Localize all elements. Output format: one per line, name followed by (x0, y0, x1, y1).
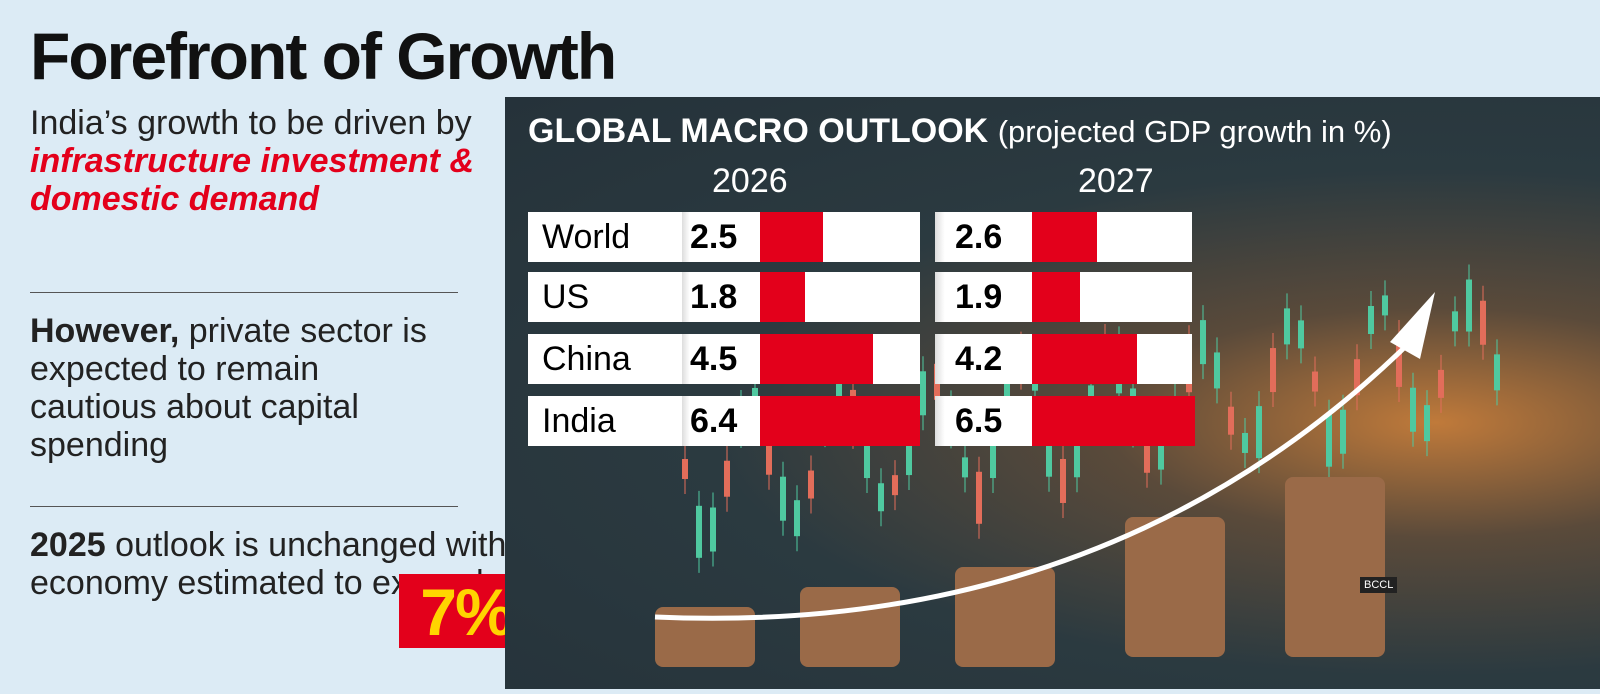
candle-body (794, 500, 800, 537)
candle-body (1242, 432, 1248, 453)
bar-2027-china (1032, 334, 1137, 384)
bar-2026-china (760, 334, 873, 384)
year-2026-header: 2026 (712, 162, 788, 200)
category-label: India (528, 396, 682, 446)
chart-subtitle: (projected GDP growth in %) (997, 114, 1392, 149)
candle-body (780, 476, 786, 521)
category-label: US (528, 272, 682, 322)
value-label: 6.4 (682, 396, 760, 446)
candle-body (878, 483, 884, 512)
candle-body (962, 457, 968, 478)
candlestick-decoration (654, 264, 1500, 667)
value-label: 2.6 (935, 212, 1032, 262)
value-label: 1.8 (682, 272, 760, 322)
value-label: 4.5 (682, 334, 760, 384)
divider (30, 506, 458, 507)
chart-title: GLOBAL MACRO OUTLOOK (projected GDP grow… (528, 112, 1392, 151)
category-label: World (528, 212, 682, 262)
bar-2026-us (760, 272, 805, 322)
divider (30, 292, 458, 293)
candle-body (1466, 279, 1472, 332)
chart-row-us: US 1.8 1.9 (528, 272, 1192, 322)
candle-body (1354, 359, 1360, 396)
candle-body (1312, 371, 1318, 392)
point-1-text: India’s growth to be driven by (30, 104, 472, 142)
candle-body (1424, 405, 1430, 442)
value-label: 2.5 (682, 212, 760, 262)
page-title: Forefront of Growth (30, 19, 617, 93)
candle-body (1060, 458, 1066, 503)
point-2-bold: However, (30, 312, 180, 350)
candle-body (990, 434, 996, 479)
coin-stack (800, 587, 900, 667)
year-2027-header: 2027 (1078, 162, 1154, 200)
candle-body (1004, 375, 1010, 412)
point-2-text: private sector is expected to remain cau… (30, 312, 427, 464)
point-1-highlight: infrastructure investment & domestic dem… (30, 142, 474, 218)
background-photo: BCCL (505, 97, 1600, 689)
candle-body (1270, 348, 1276, 393)
candle-body (766, 422, 772, 475)
coin-stack (955, 567, 1055, 667)
arrow-head-icon (1390, 292, 1435, 359)
candle-body (1494, 354, 1500, 391)
candle-body (710, 507, 716, 552)
candle-body (1074, 441, 1080, 478)
candle-body (920, 371, 926, 416)
candle-body (1158, 441, 1164, 470)
candle-body (1396, 334, 1402, 387)
candle-body (1144, 436, 1150, 473)
candle-body (1410, 387, 1416, 432)
growth-arrow-icon (654, 345, 1407, 621)
candle-body (1326, 414, 1332, 467)
bar-2027-world (1032, 212, 1097, 262)
candle-body (1200, 320, 1206, 365)
photo-credit: BCCL (1360, 577, 1398, 593)
candle-body (1256, 406, 1262, 459)
candle-body (976, 471, 982, 524)
chart-row-india: India 6.4 6.5 (528, 396, 1195, 446)
chart-title-text: GLOBAL MACRO OUTLOOK (528, 112, 989, 150)
candle-body (724, 460, 730, 497)
candle-body (1228, 406, 1234, 435)
category-label: China (528, 334, 682, 384)
point-3: 2025 outlook is unchanged with economy e… (30, 526, 510, 602)
bar-2026-world (760, 212, 823, 262)
point-2: However, private sector is expected to r… (30, 312, 450, 464)
value-label: 1.9 (935, 272, 1032, 322)
candle-body (906, 423, 912, 476)
candle-body (808, 470, 814, 499)
candle-body (1214, 352, 1220, 389)
candle-body (1438, 369, 1444, 398)
coin-stack (1285, 477, 1385, 657)
chart-row-china: China 4.5 4.2 (528, 334, 1192, 384)
bar-2026-india (760, 396, 920, 446)
candle-body (892, 475, 898, 496)
coin-stack (655, 607, 755, 667)
point-1: India’s growth to be driven by infrastru… (30, 104, 500, 218)
candle-body (1340, 409, 1346, 454)
chart-row-world: World 2.5 2.6 (528, 212, 1192, 262)
value-label: 4.2 (935, 334, 1032, 384)
candle-body (682, 459, 688, 480)
candle-body (1382, 295, 1388, 316)
candle-body (696, 505, 702, 558)
bar-2027-india (1032, 396, 1195, 446)
bar-2027-us (1032, 272, 1080, 322)
value-label: 6.5 (935, 396, 1032, 446)
candle-body (864, 442, 870, 479)
candle-body (1046, 424, 1052, 477)
candle-body (1368, 306, 1374, 335)
candle-body (1480, 300, 1486, 345)
candle-body (1452, 311, 1458, 332)
candle-body (1284, 308, 1290, 345)
coin-stack (1125, 517, 1225, 657)
point-3-bold: 2025 (30, 526, 106, 564)
candle-body (1298, 320, 1304, 349)
